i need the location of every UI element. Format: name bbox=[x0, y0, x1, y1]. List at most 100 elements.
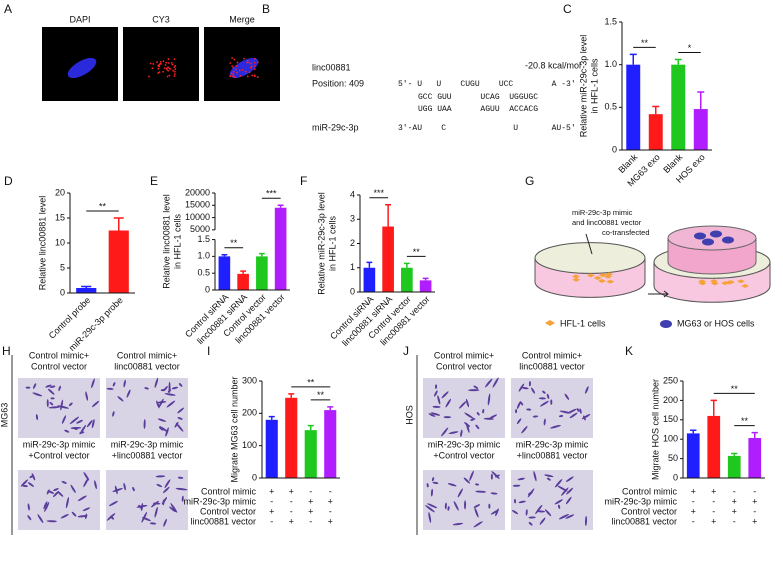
treatment: miR-29c-3p mimic bbox=[183, 496, 256, 506]
stained-cell bbox=[520, 401, 524, 406]
stained-cell bbox=[53, 488, 59, 491]
treatment-sign: + bbox=[732, 496, 737, 506]
treatment-sign: - bbox=[270, 496, 273, 506]
stained-cell bbox=[469, 470, 474, 481]
stained-cell bbox=[27, 482, 35, 487]
panel-letter: I bbox=[207, 344, 210, 358]
stained-cell bbox=[174, 421, 179, 428]
stained-cell bbox=[528, 381, 531, 387]
error-bar bbox=[307, 424, 314, 431]
bar bbox=[108, 230, 129, 293]
signal bbox=[157, 67, 160, 70]
nucleus bbox=[67, 57, 97, 79]
stained-cell bbox=[25, 386, 31, 389]
y-tick-label: 250 bbox=[663, 375, 678, 385]
stained-cell bbox=[525, 509, 528, 516]
signal bbox=[232, 73, 235, 76]
stained-cell bbox=[528, 521, 533, 526]
condition: +linc00881 vector bbox=[112, 450, 183, 460]
y-tick-label: 2 bbox=[350, 238, 355, 248]
stained-cell bbox=[554, 499, 563, 505]
stained-cell bbox=[178, 383, 183, 387]
stained-cell bbox=[425, 505, 435, 513]
error-bar bbox=[403, 262, 410, 268]
stained-cell bbox=[430, 412, 441, 416]
stained-cell bbox=[561, 487, 569, 496]
stained-cell bbox=[31, 473, 36, 481]
stained-cell bbox=[518, 383, 525, 392]
stained-cell bbox=[157, 418, 167, 422]
error-bar bbox=[710, 399, 717, 416]
bar bbox=[419, 280, 432, 292]
stained-cell bbox=[432, 481, 439, 485]
stained-cell bbox=[538, 397, 546, 400]
treatment-sign: - bbox=[753, 486, 756, 496]
signal bbox=[231, 57, 234, 59]
treatment-sign: - bbox=[329, 486, 332, 496]
treatment-sign: + bbox=[328, 516, 333, 526]
treatment-sign: + bbox=[328, 496, 333, 506]
stained-cell bbox=[475, 483, 480, 486]
stained-cell bbox=[447, 506, 450, 511]
stained-cell bbox=[453, 500, 459, 511]
significance: ** bbox=[99, 201, 107, 211]
sequence-line: GCC GUU UCAG UGGUGC bbox=[418, 93, 538, 102]
stained-cell bbox=[527, 488, 535, 498]
signal bbox=[173, 70, 176, 73]
error-bar bbox=[277, 204, 284, 208]
stained-cell bbox=[428, 413, 436, 417]
y-tick-label: 20000 bbox=[185, 187, 210, 197]
stained-cell bbox=[521, 426, 528, 434]
y-tick-label: 15000 bbox=[185, 200, 210, 210]
stained-cell bbox=[463, 477, 471, 484]
panel-letter: K bbox=[625, 344, 633, 358]
stained-cell bbox=[579, 408, 582, 414]
stained-cell bbox=[52, 491, 60, 498]
stained-cell bbox=[156, 483, 163, 488]
treatment: Control mimic bbox=[201, 486, 257, 496]
signal bbox=[235, 65, 238, 67]
y-axis-title: in HFL-1 cells bbox=[327, 215, 337, 271]
tumor-cell bbox=[702, 238, 714, 246]
stained-cell bbox=[76, 419, 83, 424]
stained-cell bbox=[83, 477, 89, 488]
bar bbox=[285, 397, 298, 478]
stained-cell bbox=[441, 427, 449, 437]
signal bbox=[244, 70, 247, 73]
stained-cell bbox=[495, 474, 500, 478]
treatment: Control vector bbox=[621, 506, 677, 516]
stained-cell bbox=[169, 506, 176, 513]
treatment-sign: + bbox=[289, 486, 294, 496]
error-bar bbox=[422, 277, 429, 281]
bar bbox=[748, 438, 762, 478]
y-tick-label: 300 bbox=[242, 375, 257, 385]
energy: -20.8 kcal/mol bbox=[525, 60, 581, 70]
signal bbox=[250, 62, 253, 65]
stained-cell bbox=[177, 476, 184, 479]
stained-cell bbox=[141, 511, 148, 523]
panel-letter: G bbox=[525, 174, 534, 188]
panel-letter: J bbox=[403, 344, 409, 358]
bar bbox=[382, 226, 394, 292]
stained-cell bbox=[581, 413, 591, 420]
stained-cell bbox=[43, 501, 48, 510]
error-bar bbox=[366, 261, 373, 268]
stained-cell bbox=[60, 514, 69, 519]
micrograph bbox=[106, 470, 188, 530]
signal bbox=[171, 63, 174, 66]
bar bbox=[686, 433, 700, 478]
stained-cell bbox=[171, 386, 179, 390]
legend-text: MG63 or HOS cells bbox=[677, 318, 755, 328]
treatment-sign: + bbox=[752, 516, 757, 526]
signal bbox=[236, 61, 239, 64]
stained-cell bbox=[475, 490, 487, 493]
signal bbox=[253, 65, 256, 67]
bar bbox=[626, 64, 641, 150]
treatment: Control vector bbox=[200, 506, 256, 516]
stained-cell bbox=[458, 401, 467, 409]
treatment-sign: - bbox=[753, 506, 756, 516]
stained-cell bbox=[161, 497, 168, 505]
signal bbox=[170, 61, 173, 64]
stained-cell bbox=[569, 412, 578, 419]
